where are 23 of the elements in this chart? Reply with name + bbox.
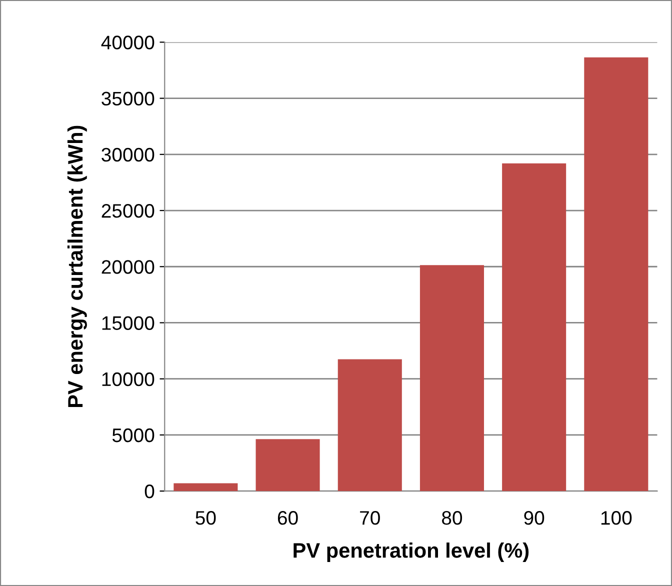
y-axis-title: PV energy curtailment (kWh) xyxy=(67,126,87,408)
bar xyxy=(256,439,320,492)
bar xyxy=(502,163,566,492)
bar xyxy=(338,359,402,492)
x-tick-label: 100 xyxy=(601,511,632,525)
y-tick-label: 40000 xyxy=(101,36,154,50)
bar xyxy=(584,57,648,492)
y-tick-label: 30000 xyxy=(102,148,154,162)
y-tick-label: 10000 xyxy=(102,372,154,386)
y-tick-label: 15000 xyxy=(102,316,154,330)
x-tick-label: 60 xyxy=(278,511,298,525)
x-tick-label: 90 xyxy=(524,511,544,525)
x-axis-title: PV penetration level (%) xyxy=(294,542,529,562)
y-tick-label: 20000 xyxy=(102,260,154,274)
y-tick-label: 35000 xyxy=(102,92,154,106)
y-tick-label: 0 xyxy=(144,484,154,498)
y-tick-label: 25000 xyxy=(102,204,154,218)
x-tick-label: 70 xyxy=(360,511,380,525)
y-tick-label: 5000 xyxy=(112,428,154,442)
x-tick-label: 80 xyxy=(442,511,462,525)
bar xyxy=(174,483,238,492)
x-tick-label: 50 xyxy=(196,511,216,525)
bar xyxy=(420,265,484,492)
